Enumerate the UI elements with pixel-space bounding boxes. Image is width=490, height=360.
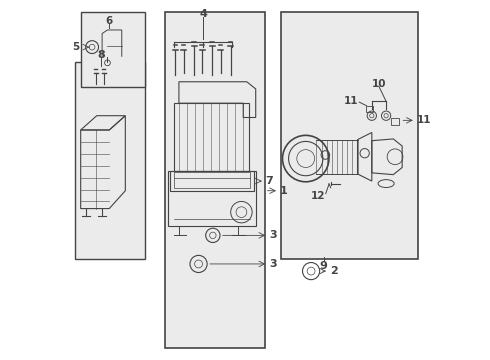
- Text: 3: 3: [269, 230, 276, 240]
- Bar: [391, 118, 398, 125]
- Bar: [75, 62, 145, 258]
- Text: 7: 7: [266, 176, 273, 186]
- Text: 3: 3: [269, 259, 276, 269]
- Text: 10: 10: [372, 78, 386, 89]
- Bar: [81, 12, 145, 87]
- Text: 2: 2: [330, 266, 338, 276]
- Bar: [168, 171, 256, 226]
- Bar: [367, 106, 373, 112]
- Bar: [170, 171, 254, 191]
- Text: 8: 8: [98, 50, 105, 60]
- Bar: [281, 12, 418, 258]
- Text: 1: 1: [280, 186, 288, 196]
- Bar: [165, 12, 265, 348]
- Text: 11: 11: [344, 96, 359, 107]
- Bar: [174, 172, 249, 188]
- Text: 5: 5: [73, 42, 79, 52]
- Text: 11: 11: [416, 115, 431, 125]
- Bar: [173, 103, 248, 171]
- Text: 6: 6: [105, 16, 112, 26]
- Text: 9: 9: [319, 261, 327, 271]
- Text: 4: 4: [199, 9, 207, 19]
- Text: 12: 12: [311, 191, 325, 201]
